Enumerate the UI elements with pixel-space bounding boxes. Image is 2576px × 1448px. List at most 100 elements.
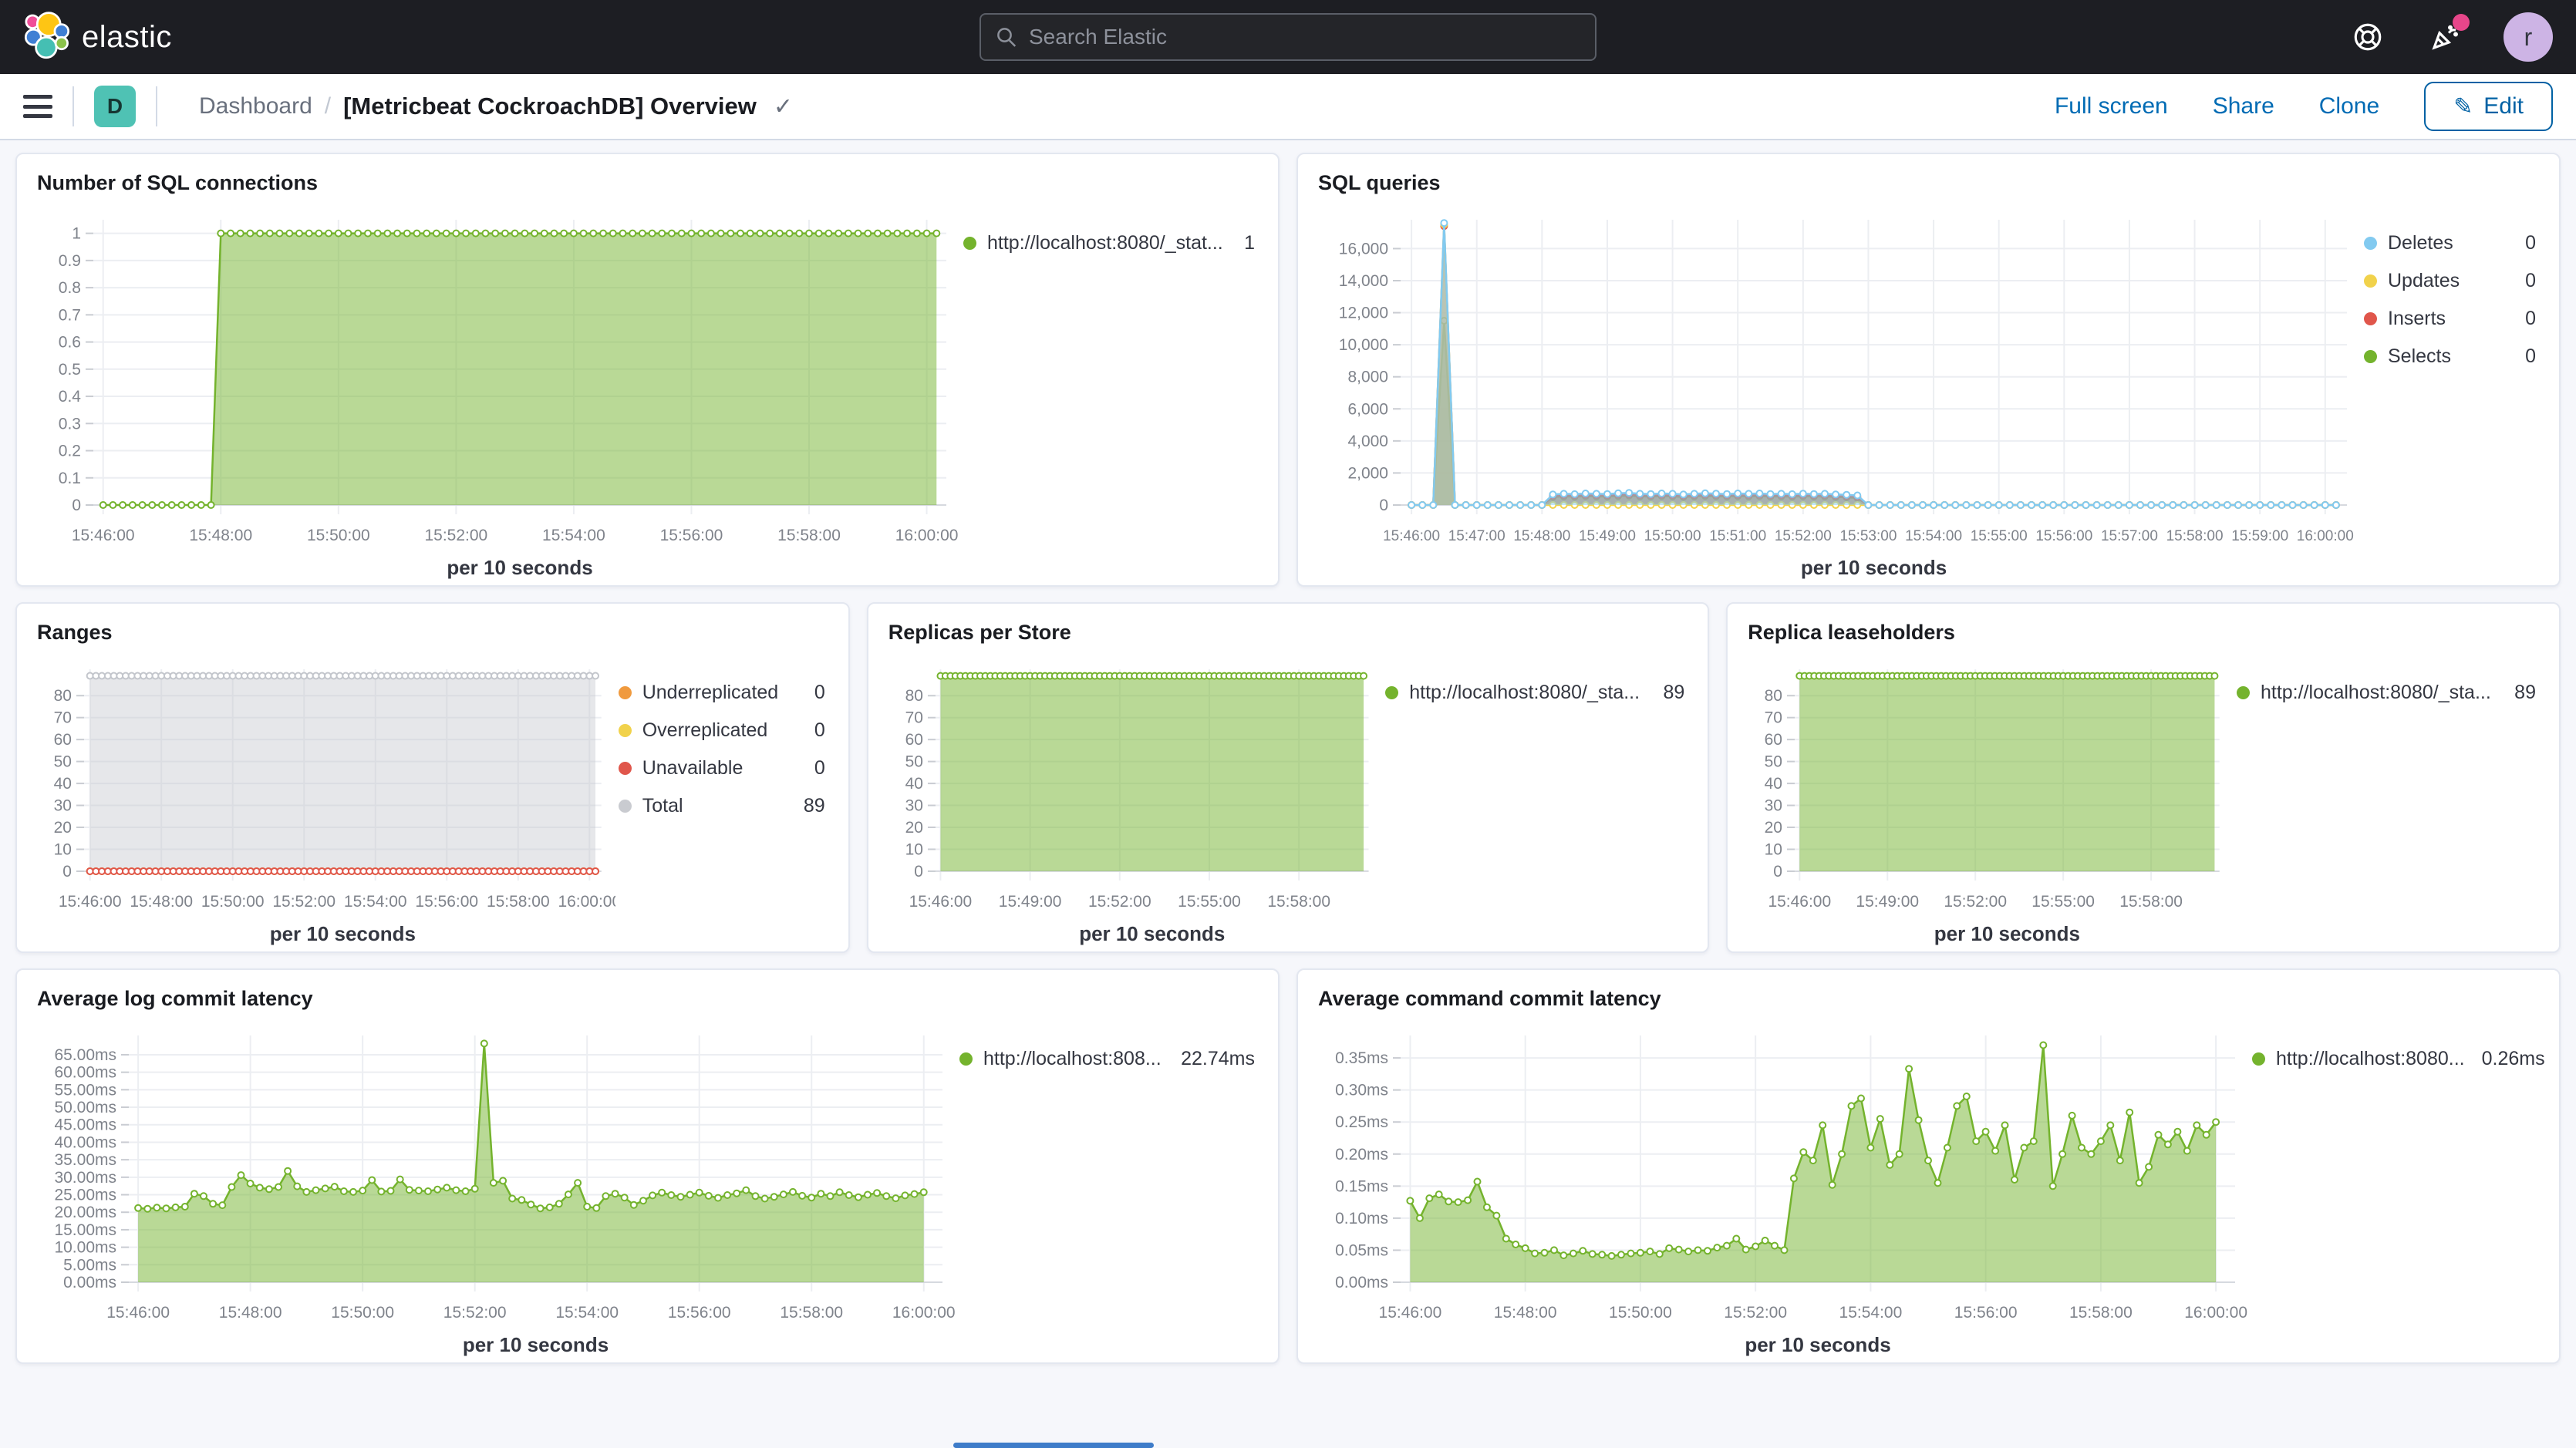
svg-text:0.05ms: 0.05ms <box>1335 1241 1388 1259</box>
edit-button[interactable]: ✎ Edit <box>2424 82 2553 131</box>
log-commit-latency-chart[interactable]: 15:46:00 15:48:00 15:50:00 15:52:00 15:54:00… <box>34 1012 956 1356</box>
legend-swatch-icon <box>618 724 632 737</box>
panel-title: Average command commit latency <box>1318 987 1661 1010</box>
legend-item[interactable]: Overreplicated 0 <box>618 719 825 742</box>
command-commit-latency-chart[interactable]: 15:46:00 15:48:00 15:50:00 15:52:00 15:54:00… <box>1315 1012 2249 1356</box>
full-screen-button[interactable]: Full screen <box>2054 93 2168 119</box>
legend-item[interactable]: Deletes 0 <box>2364 232 2536 254</box>
svg-text:15:46:00: 15:46:00 <box>909 893 972 911</box>
legend-item[interactable]: Selects 0 <box>2364 345 2536 368</box>
share-button[interactable]: Share <box>2212 93 2274 119</box>
svg-text:20: 20 <box>905 819 922 837</box>
elastic-brand[interactable]: elastic <box>23 11 172 63</box>
svg-text:15:50:00: 15:50:00 <box>1644 528 1701 544</box>
legend-item[interactable]: Unavailable 0 <box>618 757 825 780</box>
svg-text:40.00ms: 40.00ms <box>54 1133 116 1151</box>
svg-text:per 10 seconds: per 10 seconds <box>1801 556 1947 579</box>
legend-swatch-icon <box>2364 274 2377 288</box>
svg-text:per 10 seconds: per 10 seconds <box>270 922 416 945</box>
legend-item[interactable]: Inserts 0 <box>2364 308 2536 330</box>
legend-item[interactable]: http://localhost:8080/_sta... 89 <box>2236 682 2536 704</box>
svg-text:30: 30 <box>54 797 72 815</box>
page-title[interactable]: [Metricbeat CockroachDB] Overview <box>343 93 757 120</box>
ranges-chart[interactable]: 15:46:00 15:48:00 15:50:00 15:52:00 15:54:00… <box>34 646 615 945</box>
svg-text:45.00ms: 45.00ms <box>54 1116 116 1134</box>
svg-text:2,000: 2,000 <box>1347 464 1388 482</box>
svg-text:15:52:00: 15:52:00 <box>1775 528 1832 544</box>
divider <box>156 86 157 126</box>
breadcrumb-dashboard-link[interactable]: Dashboard <box>199 93 312 119</box>
chart-legend: http://localhost:8080/_sta... 89 <box>1382 646 1691 945</box>
svg-text:15:55:00: 15:55:00 <box>1178 893 1241 911</box>
horizontal-scrollbar-thumb[interactable] <box>953 1443 1154 1448</box>
svg-text:15:52:00: 15:52:00 <box>1724 1304 1787 1322</box>
sql-connections-chart[interactable]: 15:46:00 15:48:00 15:50:00 15:52:00 15:54:00… <box>34 197 960 579</box>
svg-text:6,000: 6,000 <box>1347 400 1388 418</box>
svg-text:60: 60 <box>905 731 922 749</box>
svg-text:0: 0 <box>72 497 81 514</box>
svg-text:4,000: 4,000 <box>1347 433 1388 450</box>
notification-dot <box>2453 14 2470 31</box>
search-input[interactable] <box>1029 25 1581 49</box>
svg-text:15:58:00: 15:58:00 <box>2120 893 2183 911</box>
legend-item[interactable]: http://localhost:8080/_stat... 1 <box>963 232 1255 254</box>
svg-text:10: 10 <box>905 840 922 858</box>
replica-leaseholders-chart[interactable]: 15:46:00 15:49:00 15:52:00 15:55:00 15:58:00… <box>1745 646 2234 945</box>
svg-text:15:46:00: 15:46:00 <box>106 1304 170 1322</box>
svg-text:15:54:00: 15:54:00 <box>1839 1304 1903 1322</box>
svg-text:50.00ms: 50.00ms <box>54 1099 116 1116</box>
legend-swatch-icon <box>1385 686 1399 699</box>
breadcrumb: Dashboard / [Metricbeat CockroachDB] Ove… <box>199 93 793 120</box>
legend-label: Unavailable <box>642 757 743 779</box>
svg-text:30.00ms: 30.00ms <box>54 1169 116 1187</box>
svg-text:16:00:00: 16:00:00 <box>558 893 615 911</box>
svg-text:15:52:00: 15:52:00 <box>1088 893 1151 911</box>
legend-item[interactable]: Updates 0 <box>2364 270 2536 292</box>
svg-text:16,000: 16,000 <box>1339 240 1388 258</box>
svg-text:15:46:00: 15:46:00 <box>59 893 122 911</box>
global-search[interactable] <box>979 13 1597 61</box>
panel-title: Replica leaseholders <box>1748 621 1955 644</box>
legend-item[interactable]: http://localhost:808... 22.74ms <box>959 1048 1255 1070</box>
elastic-logo-icon <box>23 11 71 63</box>
svg-text:0: 0 <box>914 863 923 881</box>
svg-text:per 10 seconds: per 10 seconds <box>1934 922 2080 945</box>
svg-text:50: 50 <box>905 753 922 771</box>
svg-text:10: 10 <box>1765 840 1782 858</box>
chart-legend: Underreplicated 0 Overreplicated 0 Unavailab… <box>615 646 831 945</box>
replicas-per-store-chart[interactable]: 15:46:00 15:49:00 15:52:00 15:55:00 15:58:00… <box>885 646 1383 945</box>
legend-item[interactable]: Total 89 <box>618 795 825 817</box>
breadcrumb-separator: / <box>324 93 332 119</box>
svg-text:80: 80 <box>1765 687 1782 705</box>
news-button[interactable] <box>2426 14 2470 56</box>
svg-text:5.00ms: 5.00ms <box>63 1256 116 1274</box>
svg-text:15:46:00: 15:46:00 <box>72 527 135 544</box>
legend-label: Updates <box>2388 270 2460 291</box>
clone-button[interactable]: Clone <box>2318 93 2380 119</box>
party-popper-icon <box>2432 25 2458 50</box>
legend-value: 22.74ms <box>1181 1048 1255 1069</box>
svg-text:15:46:00: 15:46:00 <box>1383 528 1440 544</box>
check-icon[interactable]: ✓ <box>773 93 794 120</box>
svg-text:20.00ms: 20.00ms <box>54 1204 116 1221</box>
legend-item[interactable]: http://localhost:8080... 0.26ms <box>2252 1048 2545 1070</box>
sql-queries-chart[interactable]: 15:46:00 15:47:00 15:48:00 15:49:00 15:50:00… <box>1315 197 2361 579</box>
chart-legend: http://localhost:8080/_sta... 89 <box>2234 646 2542 945</box>
legend-value: 1 <box>1244 232 1255 254</box>
top-navigation-bar: elastic r <box>0 0 2576 74</box>
legend-swatch-icon <box>2364 312 2377 325</box>
legend-swatch-icon <box>618 686 632 699</box>
legend-item[interactable]: http://localhost:8080/_sta... 89 <box>1385 682 1684 704</box>
menu-button[interactable] <box>23 95 52 118</box>
svg-text:14,000: 14,000 <box>1339 272 1388 290</box>
user-avatar[interactable]: r <box>2504 12 2553 62</box>
svg-text:15.00ms: 15.00ms <box>54 1221 116 1239</box>
svg-text:0.10ms: 0.10ms <box>1335 1210 1388 1227</box>
help-button[interactable] <box>2349 19 2386 56</box>
svg-text:15:58:00: 15:58:00 <box>780 1304 843 1322</box>
svg-text:15:58:00: 15:58:00 <box>2166 528 2224 544</box>
space-badge[interactable]: D <box>94 86 136 127</box>
svg-text:16:00:00: 16:00:00 <box>2297 528 2354 544</box>
svg-text:15:46:00: 15:46:00 <box>1379 1304 1442 1322</box>
legend-item[interactable]: Underreplicated 0 <box>618 682 825 704</box>
